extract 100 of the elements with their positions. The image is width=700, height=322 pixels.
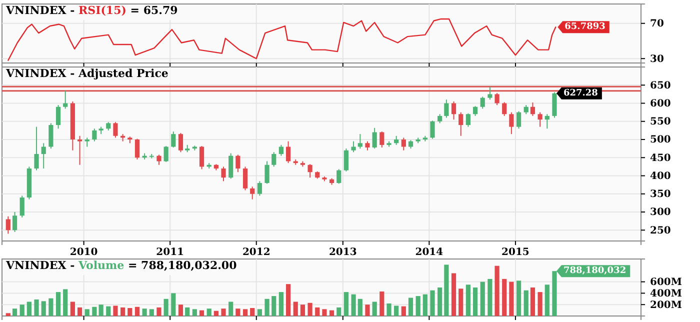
bar <box>538 292 542 316</box>
bar <box>372 302 377 316</box>
bar <box>401 306 406 316</box>
bar <box>113 306 118 316</box>
chart-title: VNINDEX - Adjusted Price <box>5 66 168 80</box>
bar <box>272 296 276 316</box>
bar <box>422 294 428 316</box>
candlestick <box>401 137 406 151</box>
bar <box>322 309 327 316</box>
bar <box>488 278 492 316</box>
bar <box>344 292 349 316</box>
candlestick <box>6 216 10 234</box>
bar <box>329 310 334 316</box>
candlestick <box>286 140 291 164</box>
candlestick <box>552 92 557 118</box>
y-tick-label: 30 <box>650 54 664 65</box>
chart-title: VNINDEX - RSI(15) = 65.79 <box>5 4 178 17</box>
bar <box>444 264 449 316</box>
value-tag: 788,180,032 <box>556 265 630 278</box>
bar <box>509 282 514 316</box>
bar <box>77 307 82 316</box>
bar <box>142 308 147 316</box>
bar <box>394 306 399 316</box>
bar <box>185 307 190 316</box>
bar <box>264 298 270 316</box>
bar <box>84 309 90 316</box>
y-tick-label: 400M <box>650 288 682 300</box>
candlestick <box>113 122 118 138</box>
y-tick-label: 400 <box>650 170 671 182</box>
bar <box>221 308 226 316</box>
bar <box>480 282 485 316</box>
y-tick-label: 350 <box>650 189 671 200</box>
candlestick <box>430 120 435 140</box>
chart-title: VNINDEX - Volume = 788,180,032.00 <box>5 258 238 272</box>
bar <box>286 284 291 316</box>
candlestick <box>502 102 507 116</box>
bar <box>438 288 442 316</box>
bar <box>494 266 500 316</box>
bar <box>336 307 342 316</box>
y-tick-label: 200M <box>650 300 682 311</box>
line-series <box>8 18 556 61</box>
bar <box>206 308 212 316</box>
candlestick <box>472 106 478 116</box>
bar <box>48 298 54 316</box>
bar <box>149 309 154 316</box>
bar <box>278 292 284 316</box>
candlestick <box>250 186 255 200</box>
bar <box>41 301 46 316</box>
candlestick <box>264 160 270 184</box>
candlestick <box>544 114 550 130</box>
candlestick <box>451 100 456 120</box>
candlestick <box>509 112 514 135</box>
bar <box>242 309 248 316</box>
bar <box>92 306 97 316</box>
bar <box>164 298 168 316</box>
y-tick-label: 70 <box>650 18 664 30</box>
bar <box>358 298 362 316</box>
candlestick <box>278 144 284 156</box>
bar <box>380 291 384 316</box>
bar <box>6 313 10 316</box>
bar <box>516 280 522 316</box>
candlestick <box>308 164 312 178</box>
y-tick-label: 300 <box>650 207 671 218</box>
candlestick <box>488 86 492 100</box>
annotation: 627.28 <box>563 88 598 98</box>
candlestick <box>438 114 442 124</box>
bar <box>293 302 298 316</box>
candlestick <box>20 195 24 218</box>
value-tag: 65.7893 <box>558 21 610 34</box>
bar <box>308 302 312 316</box>
bar <box>408 298 414 316</box>
candlestick <box>524 104 528 115</box>
candlestick <box>77 135 82 166</box>
candlestick <box>178 132 184 153</box>
bar <box>451 273 456 316</box>
candlestick <box>228 152 234 180</box>
candlestick <box>164 146 168 162</box>
x-tick-label: 2011 <box>156 247 184 258</box>
candlestick <box>48 122 54 150</box>
candlestick <box>444 99 449 118</box>
candlestick <box>92 128 97 142</box>
bar <box>106 306 111 316</box>
y-tick-label: 550 <box>650 116 671 128</box>
y-tick-label: 450 <box>650 152 671 164</box>
bar <box>300 304 306 316</box>
bar <box>12 308 18 316</box>
bar <box>544 284 550 316</box>
candlestick <box>12 212 18 232</box>
candlestick <box>242 166 248 191</box>
bar <box>530 288 536 316</box>
candlestick <box>134 138 140 160</box>
y-tick-label: 600 <box>650 98 671 110</box>
candlestick <box>221 166 226 182</box>
bar <box>178 304 184 316</box>
candlestick <box>41 142 46 169</box>
bar <box>430 290 435 316</box>
candlestick <box>56 104 61 130</box>
bar <box>257 309 262 316</box>
bar <box>365 304 370 316</box>
bar <box>128 308 132 316</box>
